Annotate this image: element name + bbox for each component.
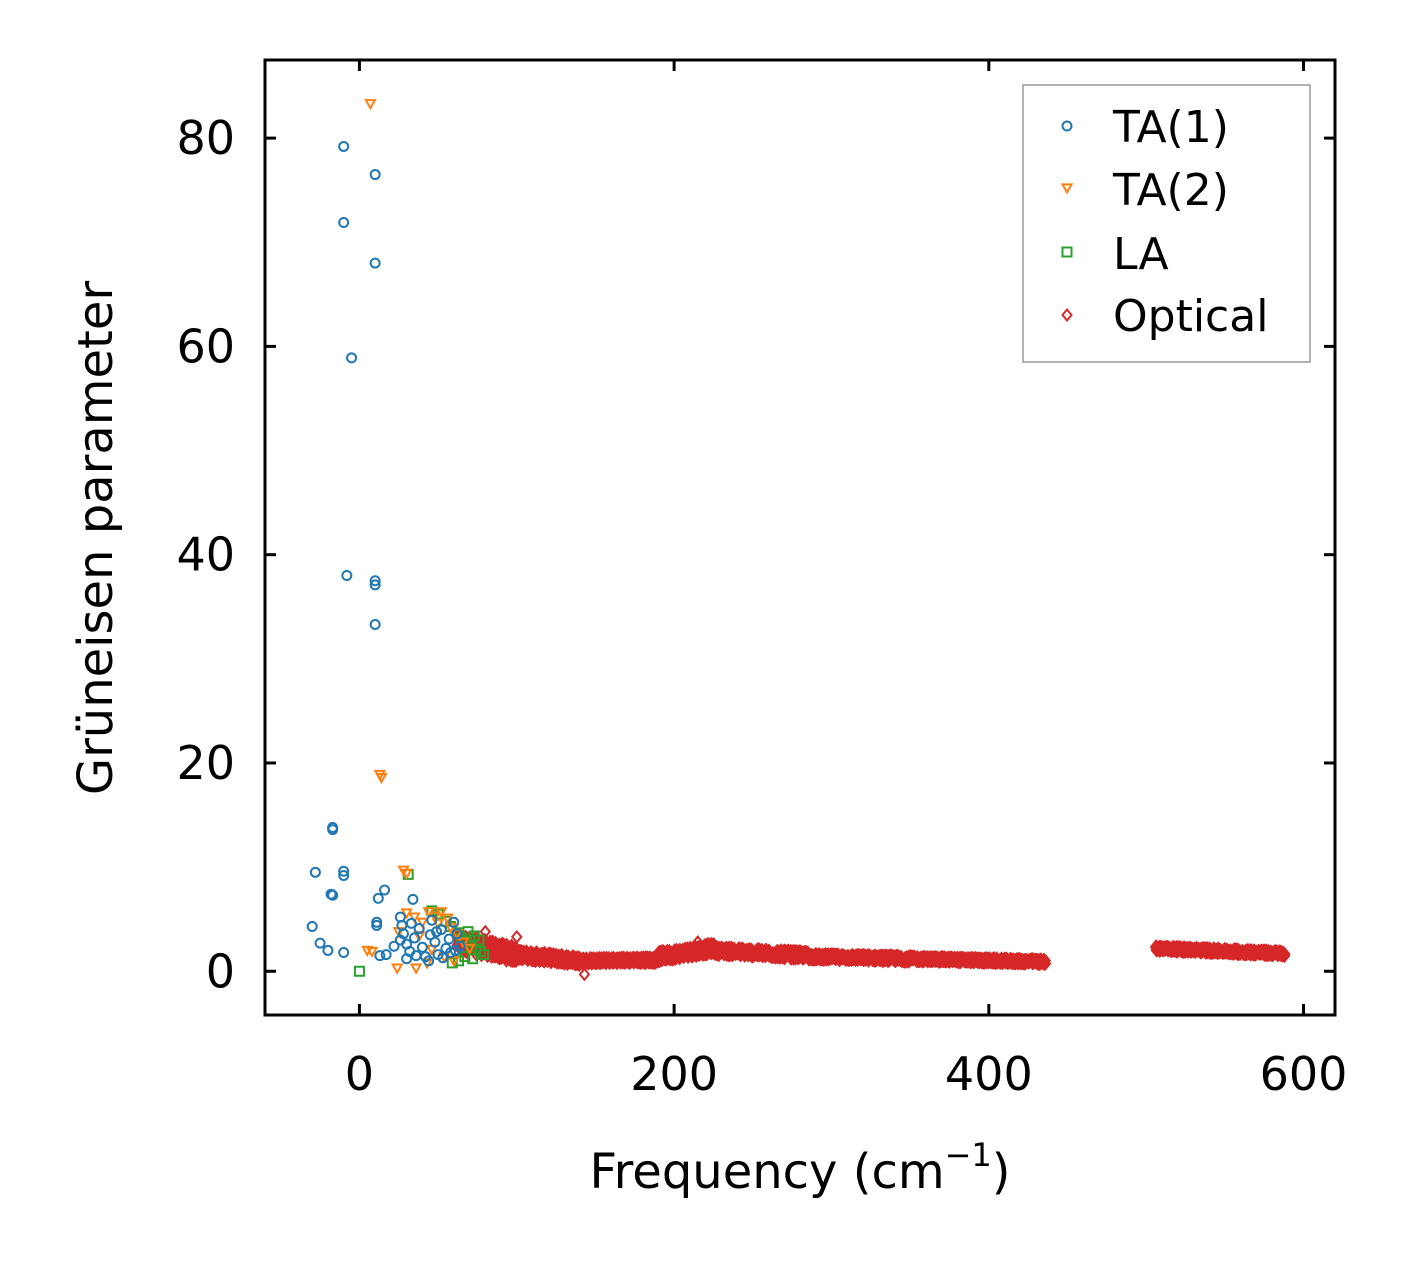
ta1-point xyxy=(371,919,383,931)
ta1-point xyxy=(431,926,443,938)
la-point xyxy=(446,957,458,969)
ta1-point xyxy=(338,216,350,228)
ta1-point xyxy=(338,947,350,959)
ta1-point xyxy=(314,937,326,949)
legend-marker-ta-1 xyxy=(1061,120,1073,132)
ticks-layer xyxy=(265,60,1335,1015)
series-ta-2 xyxy=(361,99,476,975)
optical-point xyxy=(510,929,523,944)
ta1-point xyxy=(437,952,449,964)
y-tick-label: 60 xyxy=(176,319,235,373)
y-tick-label: 0 xyxy=(206,944,235,998)
la-point xyxy=(462,926,474,938)
ta1-point xyxy=(374,950,386,962)
legend-marker-la xyxy=(1061,246,1073,258)
ta1-point xyxy=(397,928,409,940)
ta1-point xyxy=(423,955,435,967)
legend-markers xyxy=(1060,120,1074,322)
x-tick-label: 600 xyxy=(1260,1047,1348,1101)
ta1-point xyxy=(379,884,391,896)
ta1-point xyxy=(405,917,417,929)
ta1-point xyxy=(338,865,350,877)
ta1-point xyxy=(443,933,455,945)
ta1-point xyxy=(327,824,339,836)
ta2-point xyxy=(463,943,476,955)
legend: TA(1) TA(2) LA Optical xyxy=(1022,84,1311,363)
ta2-point xyxy=(364,99,377,111)
ta1-point xyxy=(338,869,350,881)
tick-labels-layer: 0 200 400 600 0 20 40 60 80 xyxy=(176,111,1347,1101)
ta1-point xyxy=(369,257,381,269)
legend-label-la: LA xyxy=(1113,229,1169,280)
la-point xyxy=(459,951,471,963)
legend-label-ta2: TA(2) xyxy=(1112,165,1229,216)
optical-point xyxy=(479,924,492,939)
ta2-point xyxy=(390,963,404,975)
ta1-point xyxy=(426,914,438,926)
optical-point xyxy=(1278,947,1291,962)
ta1-point xyxy=(369,575,381,587)
ta2-point xyxy=(416,917,429,929)
ta1-point xyxy=(388,940,400,952)
la-point xyxy=(353,965,365,977)
ta1-point xyxy=(401,953,413,965)
x-tick-label: 0 xyxy=(345,1047,374,1101)
optical-point xyxy=(1039,953,1052,968)
optical-point xyxy=(1039,956,1052,971)
ta1-point xyxy=(369,169,381,181)
ta1-point xyxy=(327,889,339,901)
ta1-point xyxy=(369,579,381,591)
ta2-point xyxy=(435,907,448,919)
x-axis-label: Frequency (cm−1) xyxy=(589,1136,1010,1200)
ta1-point xyxy=(449,944,461,956)
x-tick-label: 200 xyxy=(630,1047,718,1101)
series-optical xyxy=(451,924,1291,982)
optical-point xyxy=(691,935,704,950)
ta1-point xyxy=(341,570,353,582)
ta1-point xyxy=(448,916,460,928)
ta1-point xyxy=(407,893,419,905)
ta1-point xyxy=(451,928,463,940)
ta2-point xyxy=(365,946,379,959)
ta2-point xyxy=(409,963,423,975)
legend-marker-ta-2 xyxy=(1060,183,1074,195)
la-point xyxy=(478,949,490,961)
ta2-point xyxy=(375,772,388,785)
ta2-point xyxy=(444,922,457,935)
la-point xyxy=(453,955,465,967)
ta1-point xyxy=(338,140,350,152)
la-point xyxy=(468,930,480,942)
legend-marker-optical xyxy=(1061,308,1073,322)
ta2-point xyxy=(408,912,421,924)
y-tick-label: 20 xyxy=(176,736,235,790)
y-axis-label: Grüneisen parameter xyxy=(68,281,124,796)
ta1-point xyxy=(372,892,384,904)
la-point xyxy=(475,945,487,957)
series-ta-1 xyxy=(306,140,466,967)
ta1-point xyxy=(413,923,425,935)
ta2-point xyxy=(447,956,461,968)
ta1-point xyxy=(429,936,441,948)
ta1-point xyxy=(322,944,334,956)
ta1-point xyxy=(408,932,420,944)
ta1-point xyxy=(410,950,422,962)
ta1-point xyxy=(416,941,428,953)
ta1-point xyxy=(380,949,392,961)
legend-label-ta1: TA(1) xyxy=(1112,102,1229,153)
y-tick-label: 40 xyxy=(176,528,235,582)
plot-frame xyxy=(263,58,1337,1017)
y-tick-label: 80 xyxy=(176,111,235,165)
ta1-point xyxy=(309,866,321,878)
ta1-point xyxy=(346,352,358,364)
ta1-point xyxy=(369,618,381,630)
optical-point xyxy=(578,967,591,982)
x-tick-label: 400 xyxy=(945,1047,1033,1101)
la-point xyxy=(473,934,485,946)
ta1-point xyxy=(306,920,318,932)
markers-layer xyxy=(306,99,1291,982)
ta1-point xyxy=(394,934,406,946)
ta2-point xyxy=(400,868,413,880)
legend-label-optical: Optical xyxy=(1113,291,1268,342)
